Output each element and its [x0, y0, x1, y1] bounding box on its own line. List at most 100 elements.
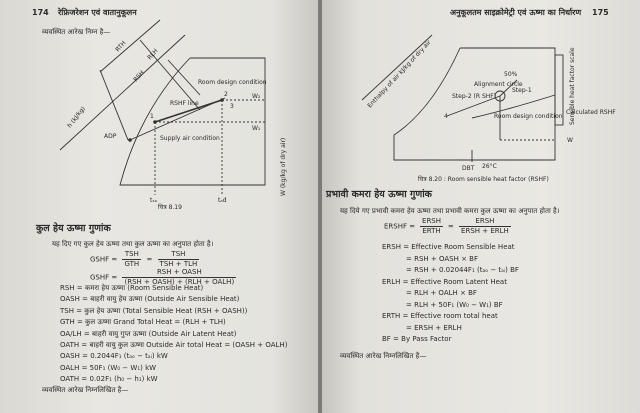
numerator: TSH — [124, 250, 139, 258]
closing: व्यवस्थित आरेख निम्नलिखित है— — [42, 386, 129, 394]
left-page: 174 रेफ्रिजरेशन एवं वातानुकूलन व्यवस्थित… — [0, 0, 318, 413]
label-calc: Calculated RSHF — [566, 109, 616, 116]
definition-line: = RLH + OALH × BF — [406, 289, 477, 297]
figure-shape — [220, 98, 224, 102]
denominator: TSH + TLH — [157, 259, 200, 268]
paragraph: यह दिए गए कुल हेय ऊष्मा तथा कुल ऊष्मा का… — [52, 240, 214, 248]
definition-line: TSH = कुल हेय ऊष्मा (Total Sensible Heat… — [60, 306, 248, 315]
definition-line: ERSH = Effective Room Sensible Heat — [382, 243, 515, 251]
label-step1: Step-1 — [512, 87, 532, 94]
intro: व्यवस्थित आरेख निम्न है— — [42, 28, 111, 36]
label-h: h (kJ/kg) — [66, 105, 87, 129]
fraction: ERSH ERSH + ERLH — [459, 217, 511, 236]
figure-shape — [446, 95, 501, 117]
fraction: TSH TSH + TLH — [157, 250, 200, 269]
figure-shape — [139, 39, 201, 111]
label-w: W — [567, 137, 573, 144]
definition-line: OALH = 50F₁ (W₀ − W₁) kW — [60, 363, 157, 372]
fraction: RSH + OASH (RSH + OASH) + (RLH + OALH) — [122, 268, 237, 287]
label-w2: W₂ — [252, 93, 261, 100]
figure-shape — [393, 47, 556, 161]
fraction: TSH GTH — [122, 250, 142, 269]
figure-shape — [128, 138, 132, 142]
numerator: TSH — [171, 250, 186, 258]
equation-gshf: GSHF = TSH GTH = TSH TSH + TLH — [90, 250, 202, 269]
label-tsa: tₛₐ — [150, 197, 157, 204]
equation-ershf: ERSHF = ERSH ERTH = ERSH ERSH + ERLH — [384, 217, 514, 236]
label-rsh: RSH — [132, 69, 146, 83]
definition-line: = ERSH + ERLH — [406, 323, 462, 332]
denominator: GTH — [122, 259, 142, 268]
numerator: ERSH — [475, 217, 495, 225]
label-rshf-line: RSHF line — [170, 100, 199, 107]
figure-shape — [119, 57, 266, 186]
denominator: (RSH + OASH) + (RLH + OALH) — [122, 277, 237, 286]
running-head: अनुकूलतम साइक्रोमेट्री एवं ऊष्मा का निर्… — [450, 8, 582, 17]
label-w-axis: W (kg/kg of dry air) — [280, 138, 287, 196]
definition-line: OA/LH = बाहरी वायु गुप्त ऊष्मा (Outside … — [60, 329, 237, 338]
paragraph: यह दिये गए प्रभावी कमरा हेय ऊष्मा तथा प्… — [340, 207, 560, 215]
label-rh: 50% — [504, 71, 518, 78]
label-room: Room design condition — [198, 79, 267, 86]
caption: चित्र 8.19 — [158, 203, 182, 211]
label-tad: tₐd — [218, 197, 227, 204]
label-circle: Alignment circle — [474, 81, 523, 88]
label-scale: Sensible heat factor scale — [569, 47, 576, 125]
figure-shape — [499, 79, 518, 97]
equation-gshf-2: GSHF = RSH + OASH (RSH + OASH) + (RLH + O… — [90, 268, 239, 287]
numerator: RSH + OASH — [156, 268, 202, 276]
label-4: 4 — [444, 113, 448, 120]
label-room: Room design condition — [494, 113, 563, 120]
figure-shape — [153, 120, 157, 124]
definition-line: OASH = बाहरी वायु हेय ऊष्मा (Outside Air… — [60, 295, 240, 304]
label-temp: 26°C — [482, 163, 497, 170]
figure-8-19: RTH RLH RSH h (kJ/kg) ADP RSHF line Room… — [59, 19, 287, 211]
label-supply: Supply air condition — [160, 135, 220, 142]
eq-joiner: = — [146, 255, 153, 264]
definition-line: ERLH = Effective Room Latent Heat — [382, 277, 507, 286]
definition-line: ERTH = Effective room total heat — [382, 312, 498, 320]
label-2: 2 — [224, 91, 228, 98]
numerator: ERSH — [422, 217, 442, 225]
definition-line: = RSH + 0.02044F₁ (tₐₒ − tₐᵢ) BF — [406, 266, 519, 274]
label-enthalpy: Enthalpy of air kJ/kg of dry air — [366, 39, 432, 110]
page-number: 175 — [592, 8, 609, 17]
heading: प्रभावी कमरा हेय ऊष्मा गुणांक — [326, 189, 432, 200]
figure-shape — [59, 34, 186, 151]
figure-shape — [154, 99, 223, 123]
figure-8-20: Enthalpy of air kJ/kg of dry air 50% Ali… — [361, 34, 616, 183]
definition-line: = RLH + 50F₁ (W₀ − W₁) BF — [406, 300, 503, 309]
definition-line: = RSH + OASH × BF — [406, 254, 479, 263]
caption: चित्र 8.20 : Room sensible heat factor (… — [418, 175, 549, 183]
label-step2: Step-2 (R SHF) — [452, 93, 496, 100]
running-head: रेफ्रिजरेशन एवं वातानुकूलन — [58, 8, 137, 17]
heading: कुल हेय ऊष्मा गुणांक — [36, 223, 111, 234]
label-rth: RTH — [114, 40, 127, 54]
right-page: अनुकूलतम साइक्रोमेट्री एवं ऊष्मा का निर्… — [322, 0, 640, 413]
eq-lhs: GSHF = — [90, 273, 118, 282]
label-adp: ADP — [104, 133, 117, 140]
label-3: 3 — [230, 103, 234, 110]
eq-lhs: ERSHF = — [384, 222, 416, 231]
eq-joiner: = — [447, 222, 454, 231]
eq-lhs: GSHF = — [90, 255, 118, 264]
figure-shape — [471, 94, 556, 119]
label-1: 1 — [150, 113, 154, 120]
figure-shape — [361, 34, 433, 101]
definition-line: OASH = 0.2044F₁ (tₐₒ − tₐᵢ) kW — [60, 352, 168, 361]
closing: व्यवस्थित आरेख निम्नलिखित है— — [340, 352, 427, 360]
definition-line: BF = By Pass Factor — [382, 335, 452, 343]
definition-line: OATH = बाहरी वायु कुल ऊष्मा Outside Air … — [60, 341, 288, 349]
definition-line: OATH = 0.02F₁ (h₀ − h₁) kW — [60, 375, 158, 384]
definition-line: RSH = कमरा हेय ऊष्मा (Room Sensible Heat… — [60, 284, 204, 292]
figure-shape — [554, 54, 564, 126]
figure-shape — [99, 69, 129, 141]
label-dbt: DBT — [462, 165, 475, 172]
denominator: ERSH + ERLH — [459, 226, 511, 235]
figure-shape — [99, 19, 161, 73]
page-number: 174 — [32, 8, 49, 17]
fraction: ERSH ERTH — [420, 217, 443, 236]
denominator: ERTH — [420, 226, 443, 235]
label-w1: W₁ — [252, 125, 261, 132]
